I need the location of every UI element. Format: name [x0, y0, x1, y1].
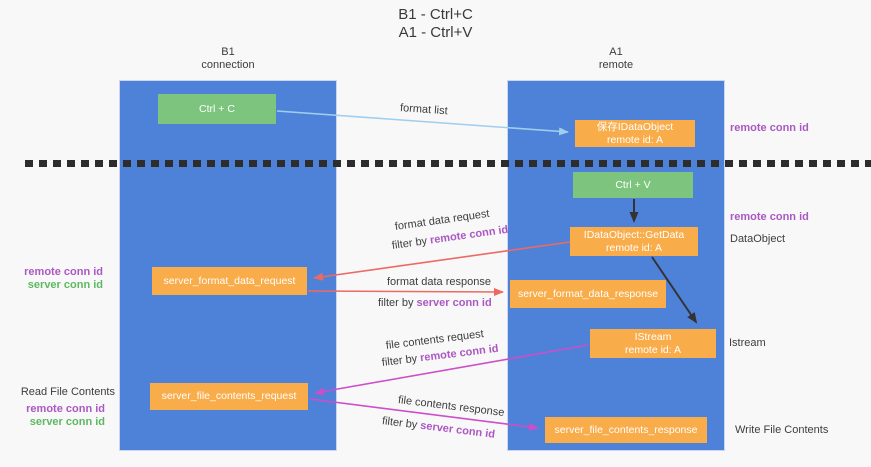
filter-key-server-conn-id: server conn id	[416, 297, 492, 309]
edge-label-format-list: format list	[399, 102, 449, 118]
column-b1-role: connection	[201, 59, 255, 71]
column-header-a1: A1 remote	[507, 46, 725, 72]
label-remote-conn-id-left: remote conn id	[24, 266, 103, 278]
label-istream: Istream	[729, 337, 766, 349]
label-dataobject: DataObject	[730, 233, 786, 245]
column-header-b1: B1 connection	[119, 46, 337, 72]
node-idataobject-getdata: IDataObject::GetData remote id: A	[570, 227, 698, 256]
node-format-request-label: server_format_data_request	[163, 274, 296, 287]
label-remote-conn-id-top: remote conn id	[730, 122, 809, 134]
node-ctrl-v: Ctrl + V	[573, 172, 693, 198]
dashed-divider	[25, 160, 871, 167]
node-format-response-label: server_format_data_response	[517, 287, 659, 300]
node-istream-line1: IStream	[634, 331, 672, 343]
node-save-idataobject-line2: remote id: A	[606, 133, 664, 146]
node-getdata-line1: IDataObject::GetData	[583, 229, 685, 241]
label-remote-conn-id-mid: remote conn id	[730, 211, 809, 223]
node-ctrl-v-label: Ctrl + V	[615, 178, 651, 191]
node-istream: IStream remote id: A	[590, 329, 716, 358]
label-remote-conn-id-left2: remote conn id	[26, 403, 105, 415]
edge-label-file-response: file contents response	[397, 394, 506, 420]
label-write-file-contents: Write File Contents	[735, 424, 829, 436]
filter-by-text: filter by	[381, 352, 421, 369]
node-file-response-label: server_file_contents_response	[554, 423, 698, 436]
label-server-conn-id-left2: server conn id	[29, 416, 105, 428]
arrow-format-data-response	[307, 287, 504, 296]
column-a1-role: remote	[598, 59, 634, 71]
node-ctrl-c: Ctrl + C	[158, 94, 276, 124]
node-save-idataobject-line1: 保存IDataObject	[596, 121, 674, 133]
node-istream-line2: remote id: A	[624, 343, 682, 356]
filter-key-server-conn-id: server conn id	[419, 419, 496, 441]
node-server-file-contents-request: server_file_contents_request	[150, 383, 308, 410]
node-server-format-data-request: server_format_data_request	[152, 267, 307, 295]
node-file-request-label: server_file_contents_request	[161, 390, 297, 403]
node-server-format-data-response: server_format_data_response	[510, 280, 666, 308]
label-server-conn-id-left: server conn id	[27, 279, 103, 291]
node-ctrl-c-label: Ctrl + C	[199, 102, 235, 115]
node-save-idataobject: 保存IDataObject remote id: A	[575, 120, 695, 147]
title-line-b1: B1 - Ctrl+C	[398, 6, 473, 23]
label-group-format-conn-ids: remote conn id server conn id	[0, 266, 103, 292]
title-line-a1: A1 - Ctrl+V	[398, 24, 473, 41]
edge-label-format-response: format data response	[387, 276, 491, 288]
filter-by-text: filter by	[391, 234, 431, 252]
node-server-file-contents-response: server_file_contents_response	[545, 417, 707, 443]
label-read-file-contents: Read File Contents	[20, 386, 115, 398]
node-getdata-line2: remote id: A	[605, 241, 663, 254]
filter-by-text: filter by	[378, 297, 417, 309]
column-b1-name: B1	[221, 46, 235, 58]
label-group-file-conn-ids: remote conn id server conn id	[0, 403, 105, 429]
filter-by-text: filter by	[381, 415, 422, 432]
diagram-title: B1 - Ctrl+C A1 - Ctrl+V	[0, 6, 871, 42]
column-a1-name: A1	[609, 46, 623, 58]
edge-label-file-response-filter: filter by server conn id	[381, 415, 495, 442]
edge-label-format-response-filter: filter by server conn id	[378, 297, 492, 310]
